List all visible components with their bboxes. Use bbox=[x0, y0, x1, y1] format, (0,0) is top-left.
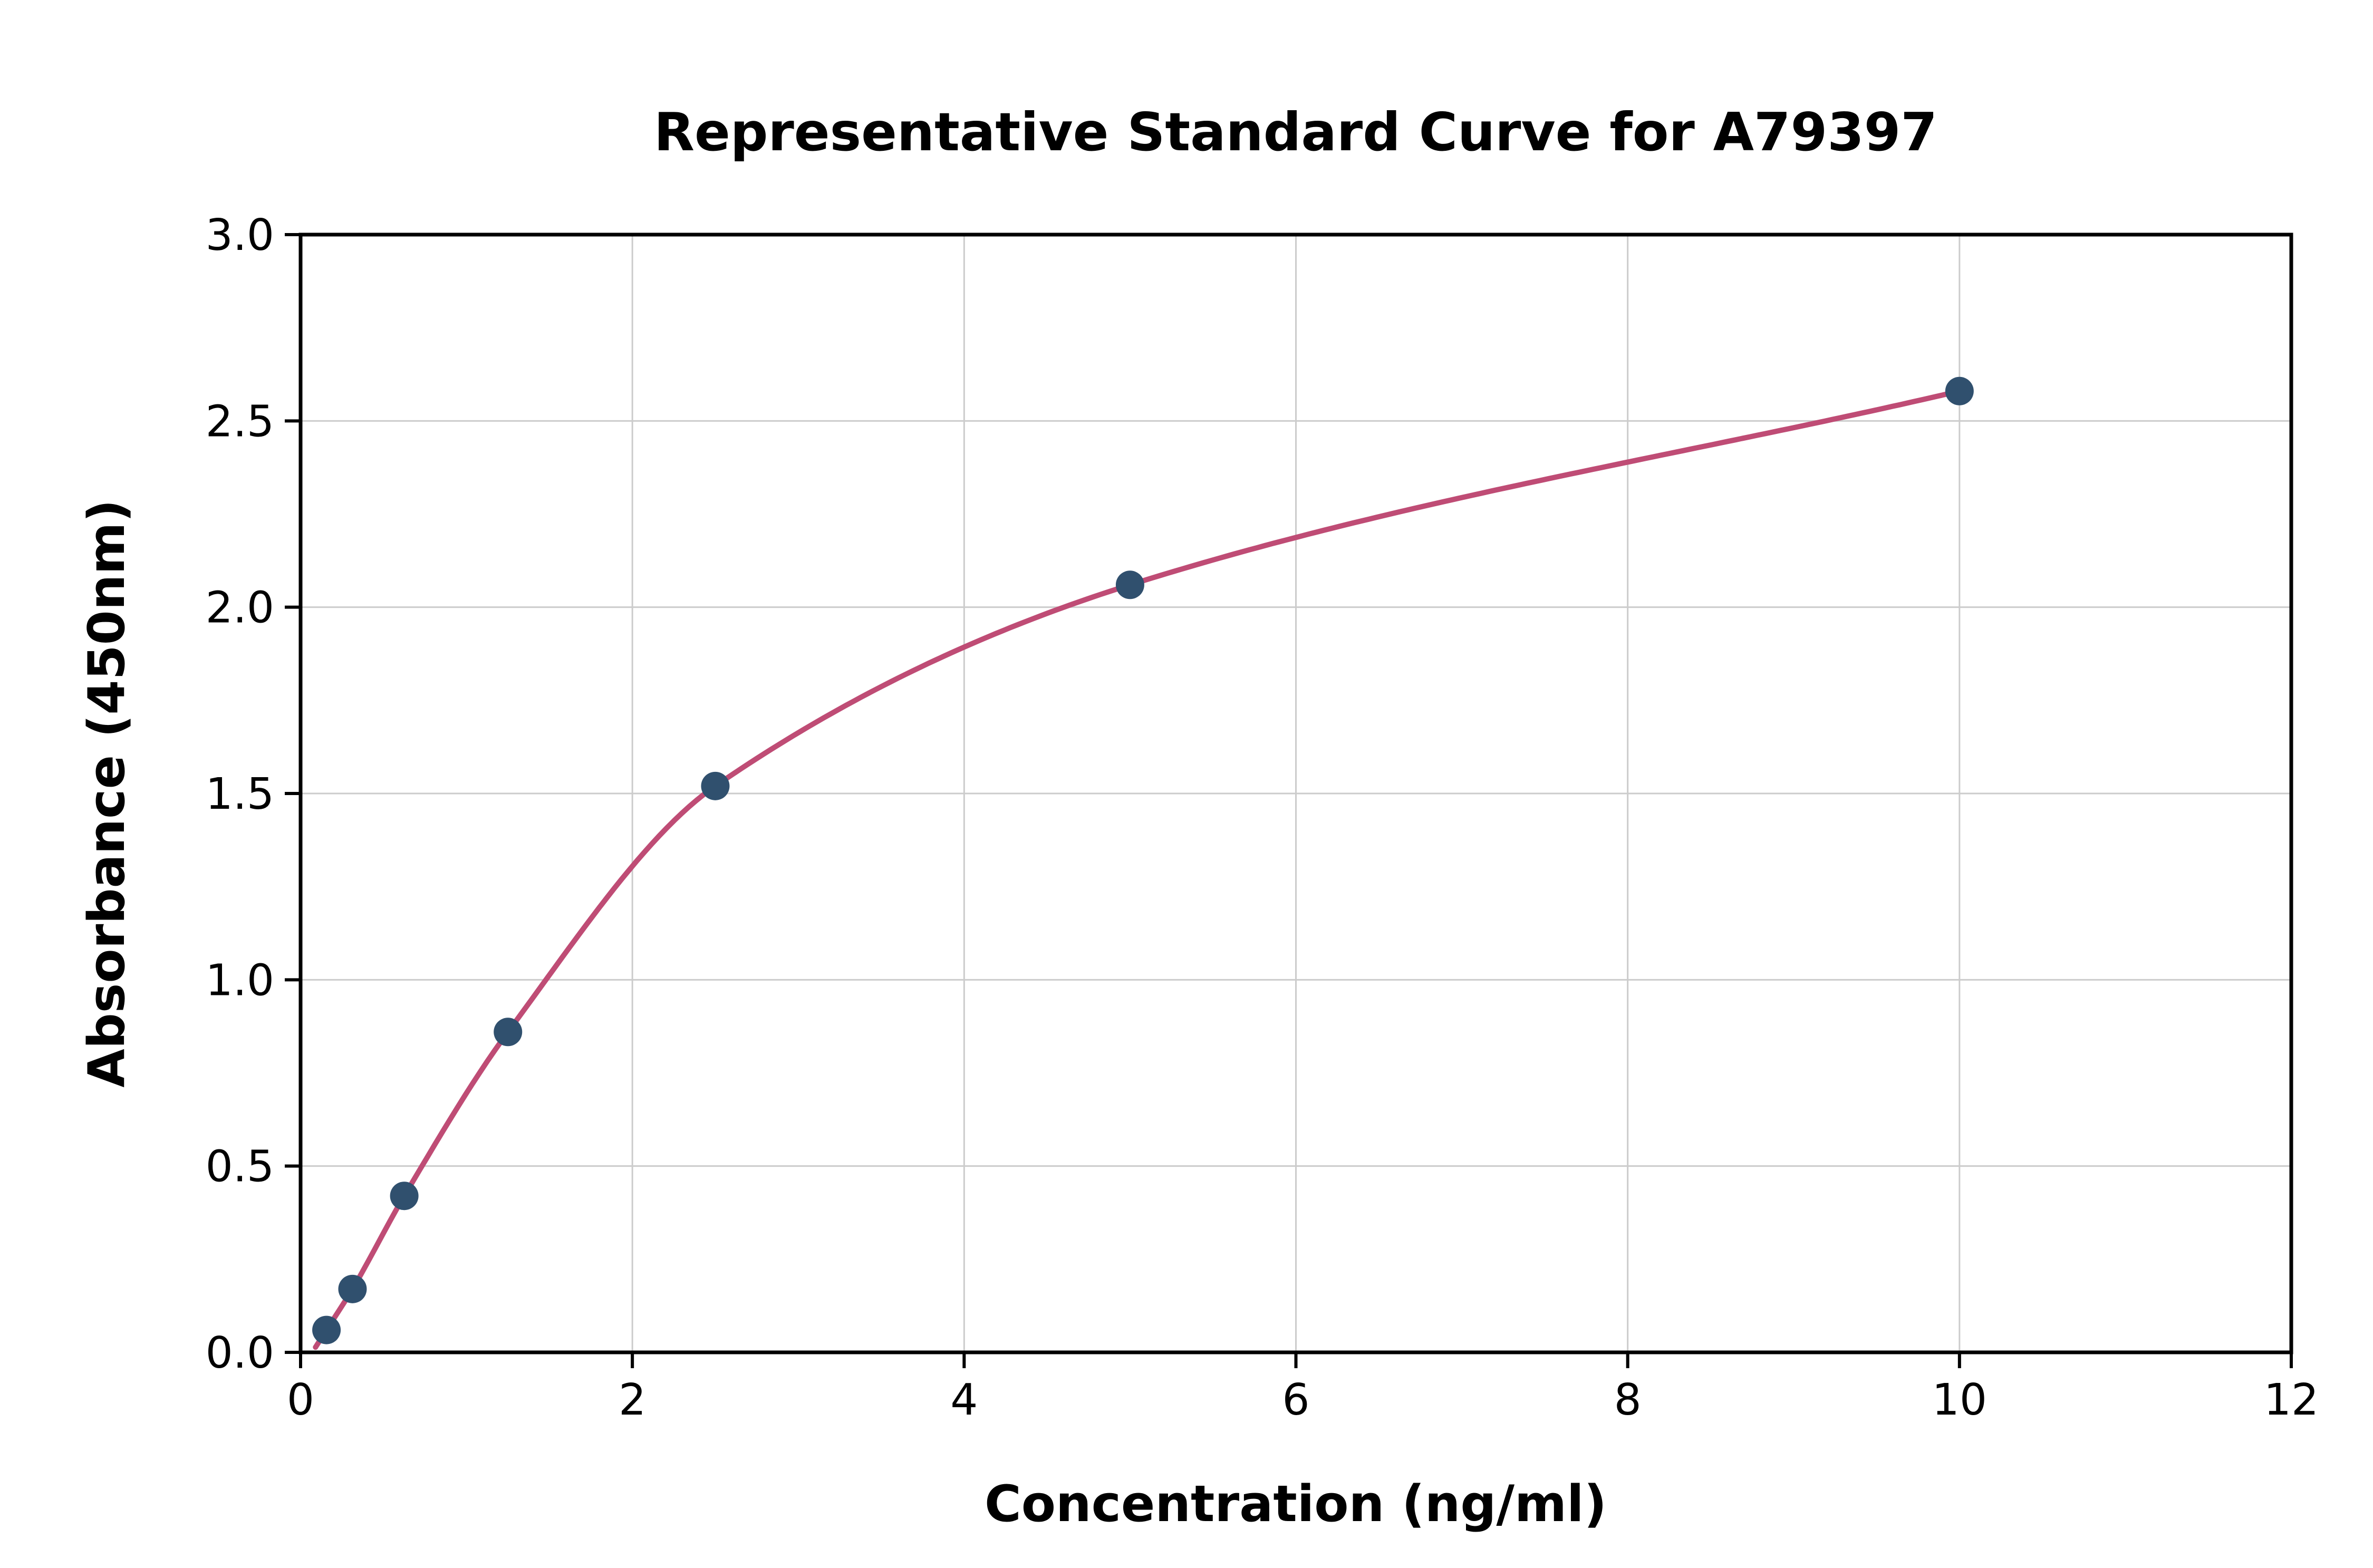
y-tick-label: 1.5 bbox=[206, 769, 274, 819]
y-tick-label: 2.5 bbox=[206, 396, 274, 447]
frame-layer bbox=[298, 233, 2293, 1354]
x-tick-label: 8 bbox=[1614, 1375, 1642, 1425]
y-tick-label: 1.0 bbox=[206, 955, 274, 1005]
y-tick-label: 2.0 bbox=[206, 583, 274, 633]
plot-frame bbox=[298, 233, 2293, 1354]
y-tick-label: 3.0 bbox=[206, 210, 274, 260]
data-point bbox=[338, 1274, 367, 1303]
y-tick-label: 0.5 bbox=[206, 1142, 274, 1192]
tick-layer: 0 2 4 6 8 10 12 0.0 0.5 1.0 1.5 2.0 2.5 3.0 bbox=[206, 210, 2319, 1425]
data-point bbox=[1115, 570, 1144, 599]
x-tick-label: 12 bbox=[2264, 1375, 2319, 1425]
x-tick-label: 4 bbox=[950, 1375, 978, 1425]
data-layer bbox=[312, 376, 1974, 1350]
data-point bbox=[312, 1315, 341, 1344]
x-axis-label: Concentration (ng/ml) bbox=[985, 1475, 1607, 1533]
grid-layer bbox=[300, 234, 2292, 1353]
x-tick-label: 0 bbox=[287, 1375, 314, 1425]
data-point bbox=[494, 1018, 523, 1047]
data-point bbox=[701, 771, 730, 800]
y-axis-label: Absorbance (450nm) bbox=[78, 499, 136, 1088]
x-tick-label: 2 bbox=[619, 1375, 646, 1425]
y-tick-label: 0.0 bbox=[206, 1328, 274, 1378]
x-tick-label: 6 bbox=[1282, 1375, 1309, 1425]
data-point bbox=[1945, 376, 1974, 405]
fitted-curve bbox=[313, 388, 1962, 1350]
chart-title: Representative Standard Curve for A79397 bbox=[654, 101, 1937, 163]
data-point bbox=[390, 1182, 419, 1211]
x-tick-label: 10 bbox=[1932, 1375, 1987, 1425]
